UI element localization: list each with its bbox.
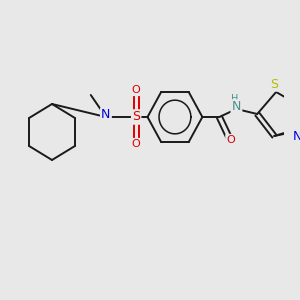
Text: O: O xyxy=(132,85,140,95)
Text: H: H xyxy=(231,94,238,104)
Text: O: O xyxy=(132,139,140,149)
Text: N: N xyxy=(101,109,111,122)
Text: S: S xyxy=(270,77,278,91)
Text: N: N xyxy=(232,100,241,113)
Text: O: O xyxy=(226,135,235,145)
Text: N: N xyxy=(293,130,300,143)
Text: S: S xyxy=(132,110,140,124)
